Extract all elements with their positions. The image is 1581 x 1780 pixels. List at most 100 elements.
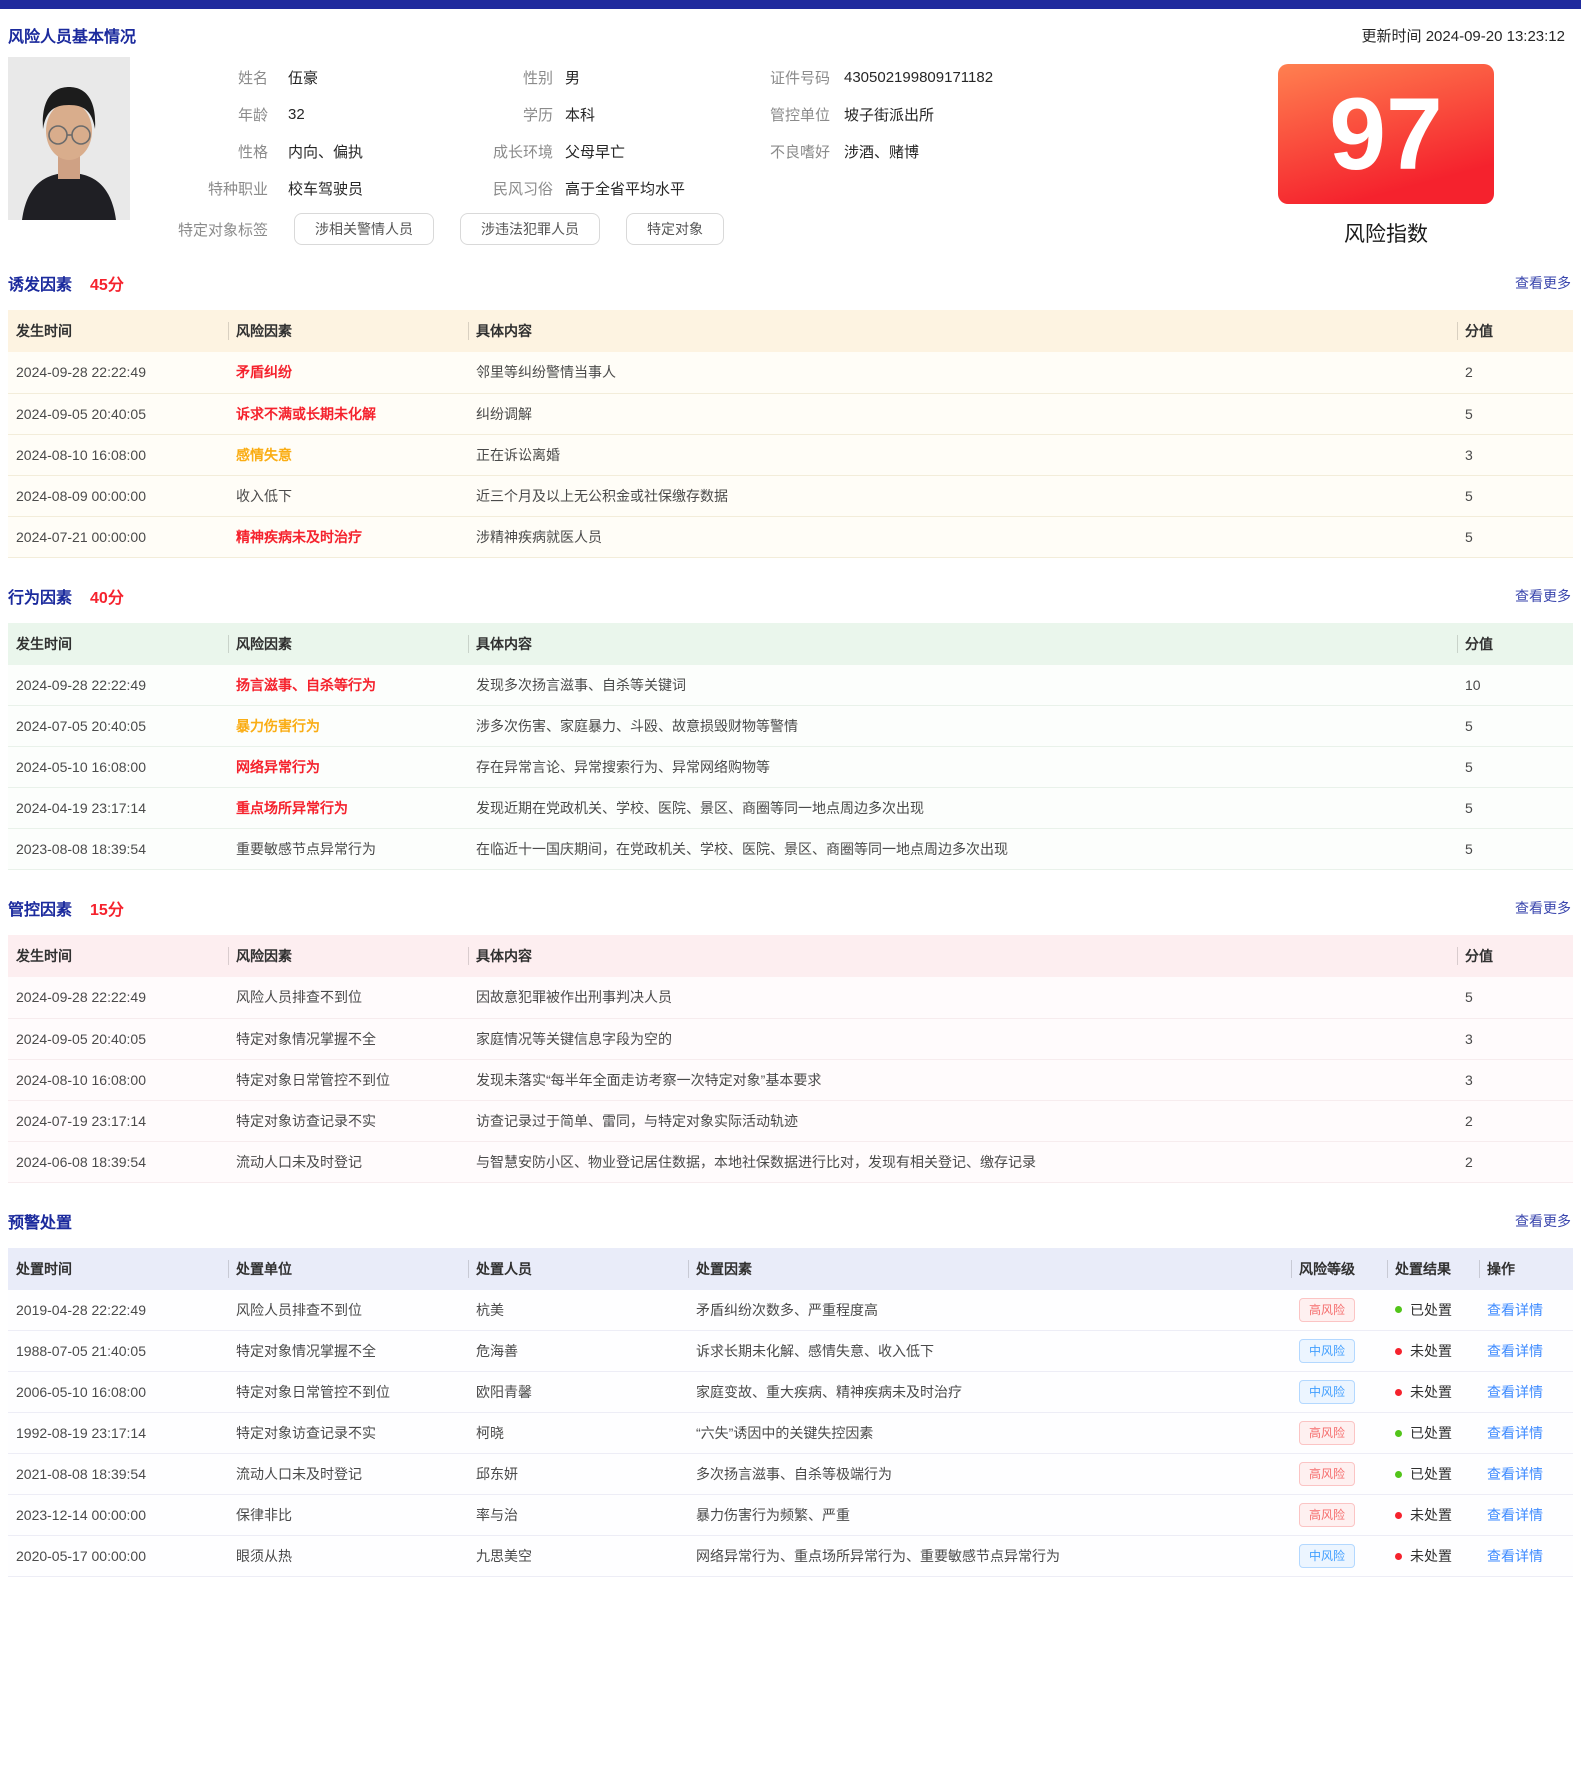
view-more-link[interactable]: 查看更多 bbox=[1515, 1212, 1571, 1229]
col-content: 具体内容 bbox=[468, 935, 1457, 977]
row-factor: 重点场所异常行为 bbox=[236, 800, 348, 816]
row-action: 查看详情 bbox=[1479, 1495, 1573, 1536]
col-time: 发生时间 bbox=[16, 323, 72, 339]
section-score: 40分 bbox=[90, 589, 124, 607]
field-label: 性格 bbox=[237, 144, 268, 161]
row-content: 邻里等纠纷警情当事人 bbox=[476, 364, 616, 381]
result-status-dot bbox=[1395, 1429, 1402, 1437]
row-person: 柯晓 bbox=[476, 1425, 504, 1441]
row-time: 2024-07-19 23:17:14 bbox=[16, 1112, 146, 1129]
table-row: 2024-09-28 22:22:49 风险人员排查不到位 因故意犯罪被作出刑事判决… bbox=[8, 977, 1573, 1018]
row-unit: 特定对象访查记录不实 bbox=[236, 1425, 376, 1441]
table-row: 2024-08-09 00:00:00 收入低下 近三个月及以上无公积金或社保缴存数… bbox=[8, 475, 1573, 516]
risk-level-badge: 高风险 bbox=[1299, 1421, 1356, 1445]
row-factor: 流动人口未及时登记 bbox=[236, 1153, 362, 1170]
row-action: 查看详情 bbox=[1479, 1454, 1573, 1495]
row-score: 5 bbox=[1465, 528, 1473, 545]
row-result: 已处置 bbox=[1387, 1454, 1479, 1495]
row-content: 家庭情况等关键信息字段为空的 bbox=[476, 1030, 672, 1047]
row-content: 涉多次伤害、家庭暴力、斗殴、故意损毁财物等警情 bbox=[476, 718, 798, 734]
row-result: 未处置 bbox=[1387, 1536, 1479, 1577]
result-status-dot bbox=[1395, 1388, 1402, 1396]
view-detail-link[interactable]: 查看详情 bbox=[1487, 1384, 1543, 1400]
row-score: 3 bbox=[1465, 1071, 1473, 1088]
row-score: 5 bbox=[1465, 405, 1473, 422]
col-result: 处置结果 bbox=[1387, 1248, 1479, 1290]
table-header-row: 发生时间 风险因素 具体内容 分值 bbox=[8, 622, 1573, 665]
row-risk-level: 高风险 bbox=[1291, 1495, 1387, 1536]
col-factor: 风险因素 bbox=[228, 935, 468, 977]
row-factor: 网络异常行为 bbox=[236, 759, 320, 775]
risk-level-badge: 高风险 bbox=[1299, 1503, 1356, 1527]
row-content: 在临近十一国庆期间，在党政机关、学校、医院、景区、商圈等同一地点周边多次出现 bbox=[476, 841, 1008, 857]
row-time: 2020-05-17 00:00:00 bbox=[16, 1548, 146, 1564]
result-status-dot bbox=[1395, 1347, 1402, 1355]
row-person: 率与治 bbox=[476, 1507, 518, 1523]
table-row: 1992-08-19 23:17:14 特定对象访查记录不实 柯晓 “六失”诱因中的关… bbox=[8, 1412, 1573, 1454]
row-score: 2 bbox=[1465, 1112, 1473, 1129]
row-factor: 收入低下 bbox=[236, 487, 292, 504]
row-time: 2024-08-10 16:08:00 bbox=[16, 1071, 146, 1088]
risk-level-badge: 高风险 bbox=[1299, 1462, 1356, 1486]
row-factor: 重要敏感节点异常行为 bbox=[236, 841, 376, 857]
behavior-factors-table: 发生时间 风险因素 具体内容 分值 2024-09-28 22:22:49 扬言滋… bbox=[8, 622, 1573, 871]
row-person: 邱东妍 bbox=[476, 1466, 518, 1482]
row-score: 5 bbox=[1465, 718, 1473, 734]
view-more-link[interactable]: 查看更多 bbox=[1515, 900, 1571, 916]
row-factor: 矛盾纠纷 bbox=[236, 364, 292, 381]
row-person: 危海善 bbox=[476, 1343, 518, 1359]
view-detail-link[interactable]: 查看详情 bbox=[1487, 1301, 1543, 1318]
table-row: 2006-05-10 16:08:00 特定对象日常管控不到位 欧阳青馨 家庭变故、重… bbox=[8, 1371, 1573, 1413]
row-time: 2024-09-28 22:22:49 bbox=[16, 989, 146, 1006]
row-factor: 扬言滋事、自杀等行为 bbox=[236, 676, 376, 693]
field-label: 性别 bbox=[522, 70, 553, 87]
field-value: 32 bbox=[288, 106, 305, 123]
view-more-link[interactable]: 查看更多 bbox=[1515, 587, 1571, 604]
row-content: 正在诉讼离婚 bbox=[476, 446, 560, 463]
row-time: 2006-05-10 16:08:00 bbox=[16, 1384, 146, 1400]
profile-field-row: 年龄 32 学历 本科 管控单位 坡子街派出所 bbox=[150, 96, 1573, 133]
result-text: 已处置 bbox=[1410, 1425, 1452, 1441]
view-detail-link[interactable]: 查看详情 bbox=[1487, 1343, 1543, 1359]
table-header-row: 处置时间 处置单位 处置人员 处置因素 风险等级 处置结果 操作 bbox=[8, 1247, 1573, 1290]
top-accent-bar bbox=[0, 0, 1581, 9]
view-more-link[interactable]: 查看更多 bbox=[1515, 275, 1571, 291]
table-row: 2024-09-05 20:40:05 特定对象情况掌握不全 家庭情况等关键信息字段… bbox=[8, 1018, 1573, 1059]
row-risk-level: 高风险 bbox=[1291, 1413, 1387, 1454]
field-value: 坡子街派出所 bbox=[844, 107, 935, 124]
page: 风险人员基本情况 更新时间 2024-09-20 13:23:12 姓名 伍豪 性别… bbox=[0, 23, 1581, 1577]
view-detail-link[interactable]: 查看详情 bbox=[1487, 1548, 1543, 1564]
field-label: 年龄 bbox=[237, 107, 268, 124]
row-result: 已处置 bbox=[1387, 1290, 1479, 1331]
view-detail-link[interactable]: 查看详情 bbox=[1487, 1466, 1543, 1482]
result-status-dot bbox=[1395, 1511, 1402, 1519]
view-detail-link[interactable]: 查看详情 bbox=[1487, 1425, 1543, 1441]
col-factor: 风险因素 bbox=[228, 310, 468, 352]
table-header-row: 发生时间 风险因素 具体内容 分值 bbox=[8, 310, 1573, 352]
row-content: 发现多次扬言滋事、自杀等关键词 bbox=[476, 676, 686, 693]
row-factor: 诉求长期未化解、感情失意、收入低下 bbox=[696, 1343, 934, 1359]
col-content: 具体内容 bbox=[468, 310, 1457, 352]
section-title: 诱发因素 bbox=[8, 277, 73, 294]
field-value: 男 bbox=[565, 70, 581, 87]
result-text: 未处置 bbox=[1410, 1507, 1452, 1523]
field-value: 高于全省平均水平 bbox=[565, 181, 686, 198]
col-time: 发生时间 bbox=[16, 635, 72, 652]
col-factor: 风险因素 bbox=[228, 623, 468, 665]
view-detail-link[interactable]: 查看详情 bbox=[1487, 1507, 1543, 1523]
risk-score-panel: 97 风险指数 bbox=[1278, 64, 1494, 248]
profile-field-row: 性格 内向、偏执 成长环境 父母早亡 不良嗜好 涉酒、赌博 bbox=[150, 133, 1573, 170]
field-label: 民风习俗 bbox=[492, 181, 553, 198]
result-text: 未处置 bbox=[1410, 1343, 1452, 1359]
risk-level-badge: 高风险 bbox=[1299, 1297, 1356, 1322]
row-action: 查看详情 bbox=[1479, 1536, 1573, 1577]
row-time: 1988-07-05 21:40:05 bbox=[16, 1343, 146, 1359]
result-status-dot bbox=[1395, 1470, 1402, 1478]
row-factor: 多次扬言滋事、自杀等极端行为 bbox=[696, 1466, 892, 1482]
table-row: 2024-07-05 20:40:05 暴力伤害行为 涉多次伤害、家庭暴力、斗殴、故… bbox=[8, 705, 1573, 747]
row-time: 2024-05-10 16:08:00 bbox=[16, 759, 146, 775]
field-value: 校车驾驶员 bbox=[288, 181, 364, 198]
field-value: 涉酒、赌博 bbox=[844, 144, 920, 161]
row-content: 存在异常言论、异常搜索行为、异常网络购物等 bbox=[476, 759, 770, 775]
row-content: 因故意犯罪被作出刑事判决人员 bbox=[476, 989, 672, 1006]
